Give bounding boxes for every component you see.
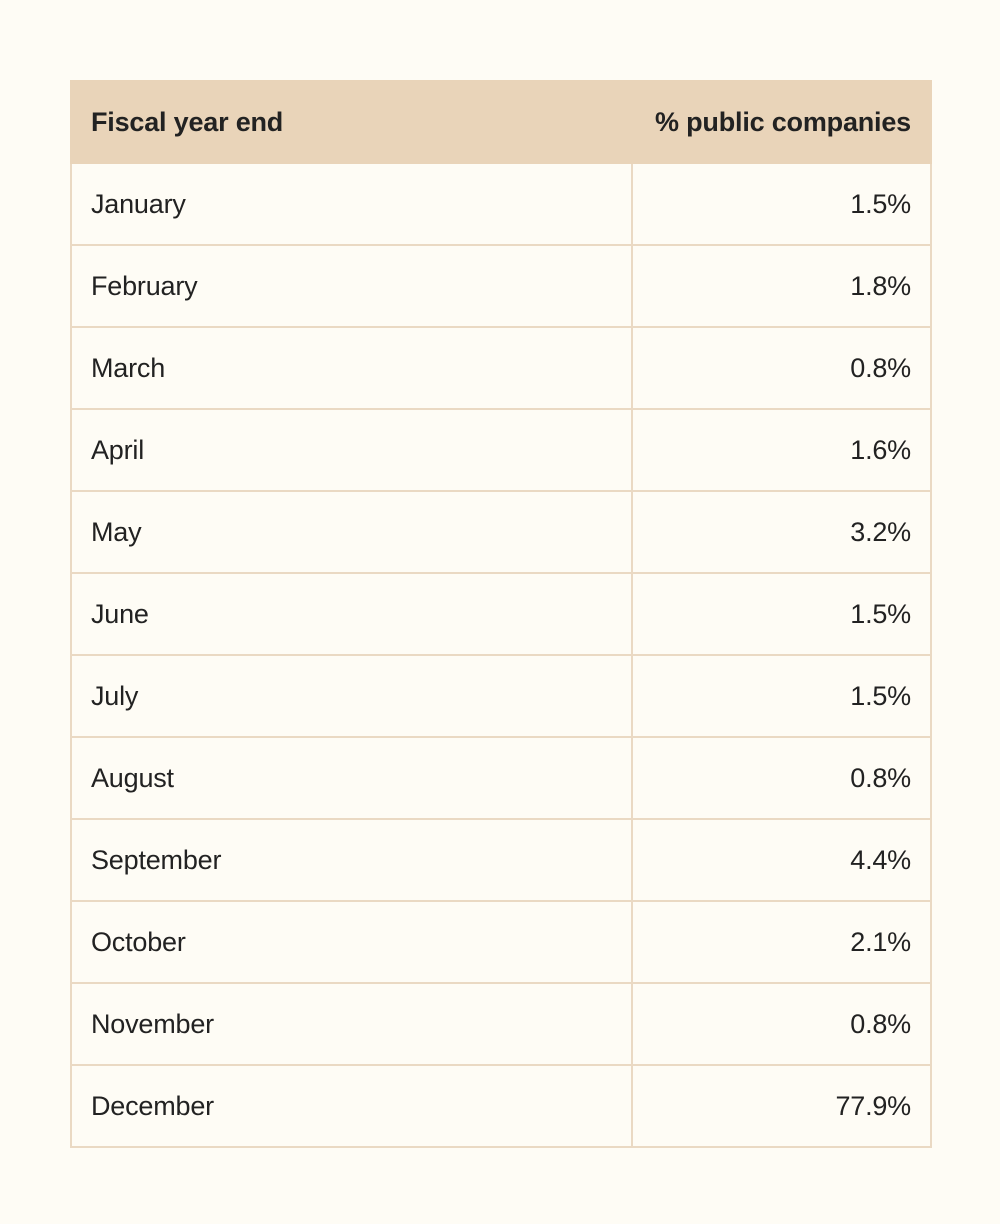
month-cell: April <box>70 408 633 492</box>
percent-cell: 1.5% <box>631 162 932 246</box>
table-row: April 1.6% <box>70 408 932 492</box>
table-row: October 2.1% <box>70 900 932 984</box>
table-body: January 1.5% February 1.8% March 0.8% Ap… <box>70 162 932 1148</box>
month-cell: June <box>70 572 633 656</box>
month-cell: October <box>70 900 633 984</box>
table-row: June 1.5% <box>70 572 932 656</box>
month-cell: May <box>70 490 633 574</box>
fiscal-year-table-container: Fiscal year end % public companies Janua… <box>70 80 932 1148</box>
table-row: February 1.8% <box>70 244 932 328</box>
month-cell: September <box>70 818 633 902</box>
table-row: January 1.5% <box>70 162 932 246</box>
percent-cell: 77.9% <box>631 1064 932 1148</box>
month-cell: February <box>70 244 633 328</box>
column-header-fiscal-year-end: Fiscal year end <box>70 80 633 164</box>
percent-cell: 2.1% <box>631 900 932 984</box>
column-header-percent-public-companies: % public companies <box>631 80 932 164</box>
month-cell: December <box>70 1064 633 1148</box>
table-row: May 3.2% <box>70 490 932 574</box>
table-row: November 0.8% <box>70 982 932 1066</box>
month-cell: August <box>70 736 633 820</box>
percent-cell: 4.4% <box>631 818 932 902</box>
header-row: Fiscal year end % public companies <box>70 80 932 164</box>
percent-cell: 1.6% <box>631 408 932 492</box>
month-cell: November <box>70 982 633 1066</box>
table-row: September 4.4% <box>70 818 932 902</box>
percent-cell: 0.8% <box>631 982 932 1066</box>
table-row: December 77.9% <box>70 1064 932 1148</box>
fiscal-year-table: Fiscal year end % public companies Janua… <box>70 80 932 1148</box>
table-row: July 1.5% <box>70 654 932 738</box>
percent-cell: 0.8% <box>631 326 932 410</box>
month-cell: July <box>70 654 633 738</box>
percent-cell: 0.8% <box>631 736 932 820</box>
month-cell: March <box>70 326 633 410</box>
percent-cell: 1.8% <box>631 244 932 328</box>
table-row: August 0.8% <box>70 736 932 820</box>
table-header: Fiscal year end % public companies <box>70 80 932 164</box>
percent-cell: 1.5% <box>631 572 932 656</box>
month-cell: January <box>70 162 633 246</box>
table-row: March 0.8% <box>70 326 932 410</box>
percent-cell: 3.2% <box>631 490 932 574</box>
percent-cell: 1.5% <box>631 654 932 738</box>
